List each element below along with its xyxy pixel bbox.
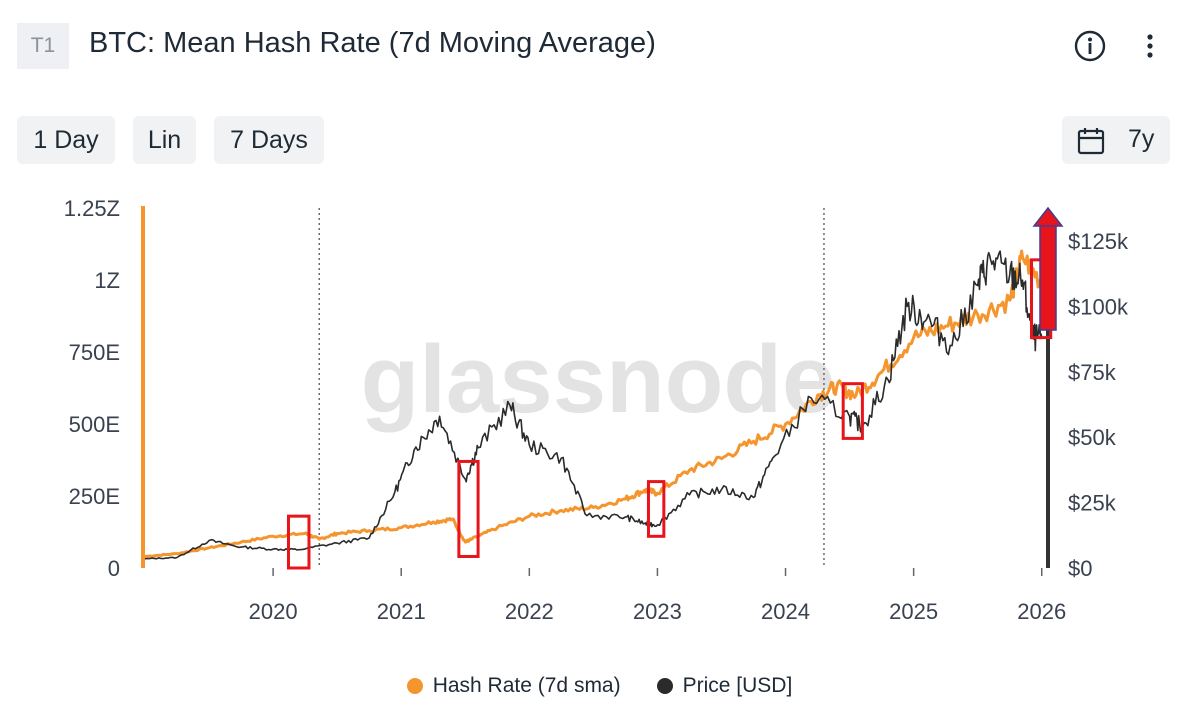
scale-button[interactable]: Lin (133, 116, 196, 164)
x-tick-label: 2021 (377, 599, 426, 624)
x-tick-label: 2026 (1017, 599, 1066, 624)
arrow-head (1032, 206, 1064, 227)
more-options-button[interactable] (1136, 28, 1164, 64)
chart-title: BTC: Mean Hash Rate (7d Moving Average) (89, 27, 656, 59)
legend-item-price[interactable]: Price [USD] (656, 674, 793, 698)
sma-button[interactable]: 7 Days (214, 116, 324, 164)
x-tick-label: 2023 (633, 599, 682, 624)
x-tick-label: 2024 (761, 599, 810, 624)
left-tick-label: 750E (69, 340, 120, 365)
price-line (144, 250, 1043, 560)
chart-legend: Hash Rate (7d sma) Price [USD] (0, 674, 1199, 698)
hash-rate-line (144, 249, 1046, 558)
legend-price-label: Price [USD] (682, 674, 793, 697)
left-tick-label: 1Z (94, 268, 120, 293)
price-legend-dot (656, 678, 673, 694)
legend-hash-label: Hash Rate (7d sma) (432, 674, 621, 697)
right-tick-label: $25k (1068, 491, 1117, 516)
left-tick-label: 0 (108, 556, 120, 581)
left-tick-label: 500E (69, 412, 120, 437)
right-tick-label: $100k (1068, 294, 1129, 319)
arrow-shaft (1039, 223, 1057, 331)
right-tick-label: $75k (1068, 360, 1117, 385)
left-tick-label: 1.25Z (64, 196, 120, 221)
watermark-text: glassnode (361, 326, 836, 433)
x-tick-label: 2022 (505, 599, 554, 624)
hash-rate-legend-dot (406, 678, 423, 694)
highlight-box-1 (457, 459, 480, 558)
x-tick-label: 2025 (889, 599, 938, 624)
calendar-icon (1077, 128, 1105, 155)
vertical-dots-icon (1147, 34, 1153, 58)
chart-id-badge: T1 (17, 23, 69, 69)
legend-item-hash-rate[interactable]: Hash Rate (7d sma) (406, 674, 621, 698)
right-tick-label: $125k (1068, 229, 1129, 254)
x-tick-label: 2020 (249, 599, 298, 624)
right-tick-label: $0 (1068, 556, 1092, 581)
range-label: 7y (1128, 125, 1155, 153)
highlight-box-3 (841, 382, 864, 440)
date-range-button[interactable]: 7y (1062, 116, 1170, 164)
info-icon (1074, 30, 1106, 62)
highlight-box-2 (646, 480, 666, 538)
highlight-box-0 (286, 514, 311, 570)
resolution-button[interactable]: 1 Day (17, 116, 115, 164)
left-tick-label: 250E (69, 484, 120, 509)
info-button[interactable] (1072, 28, 1108, 64)
right-tick-label: $50k (1068, 425, 1117, 450)
